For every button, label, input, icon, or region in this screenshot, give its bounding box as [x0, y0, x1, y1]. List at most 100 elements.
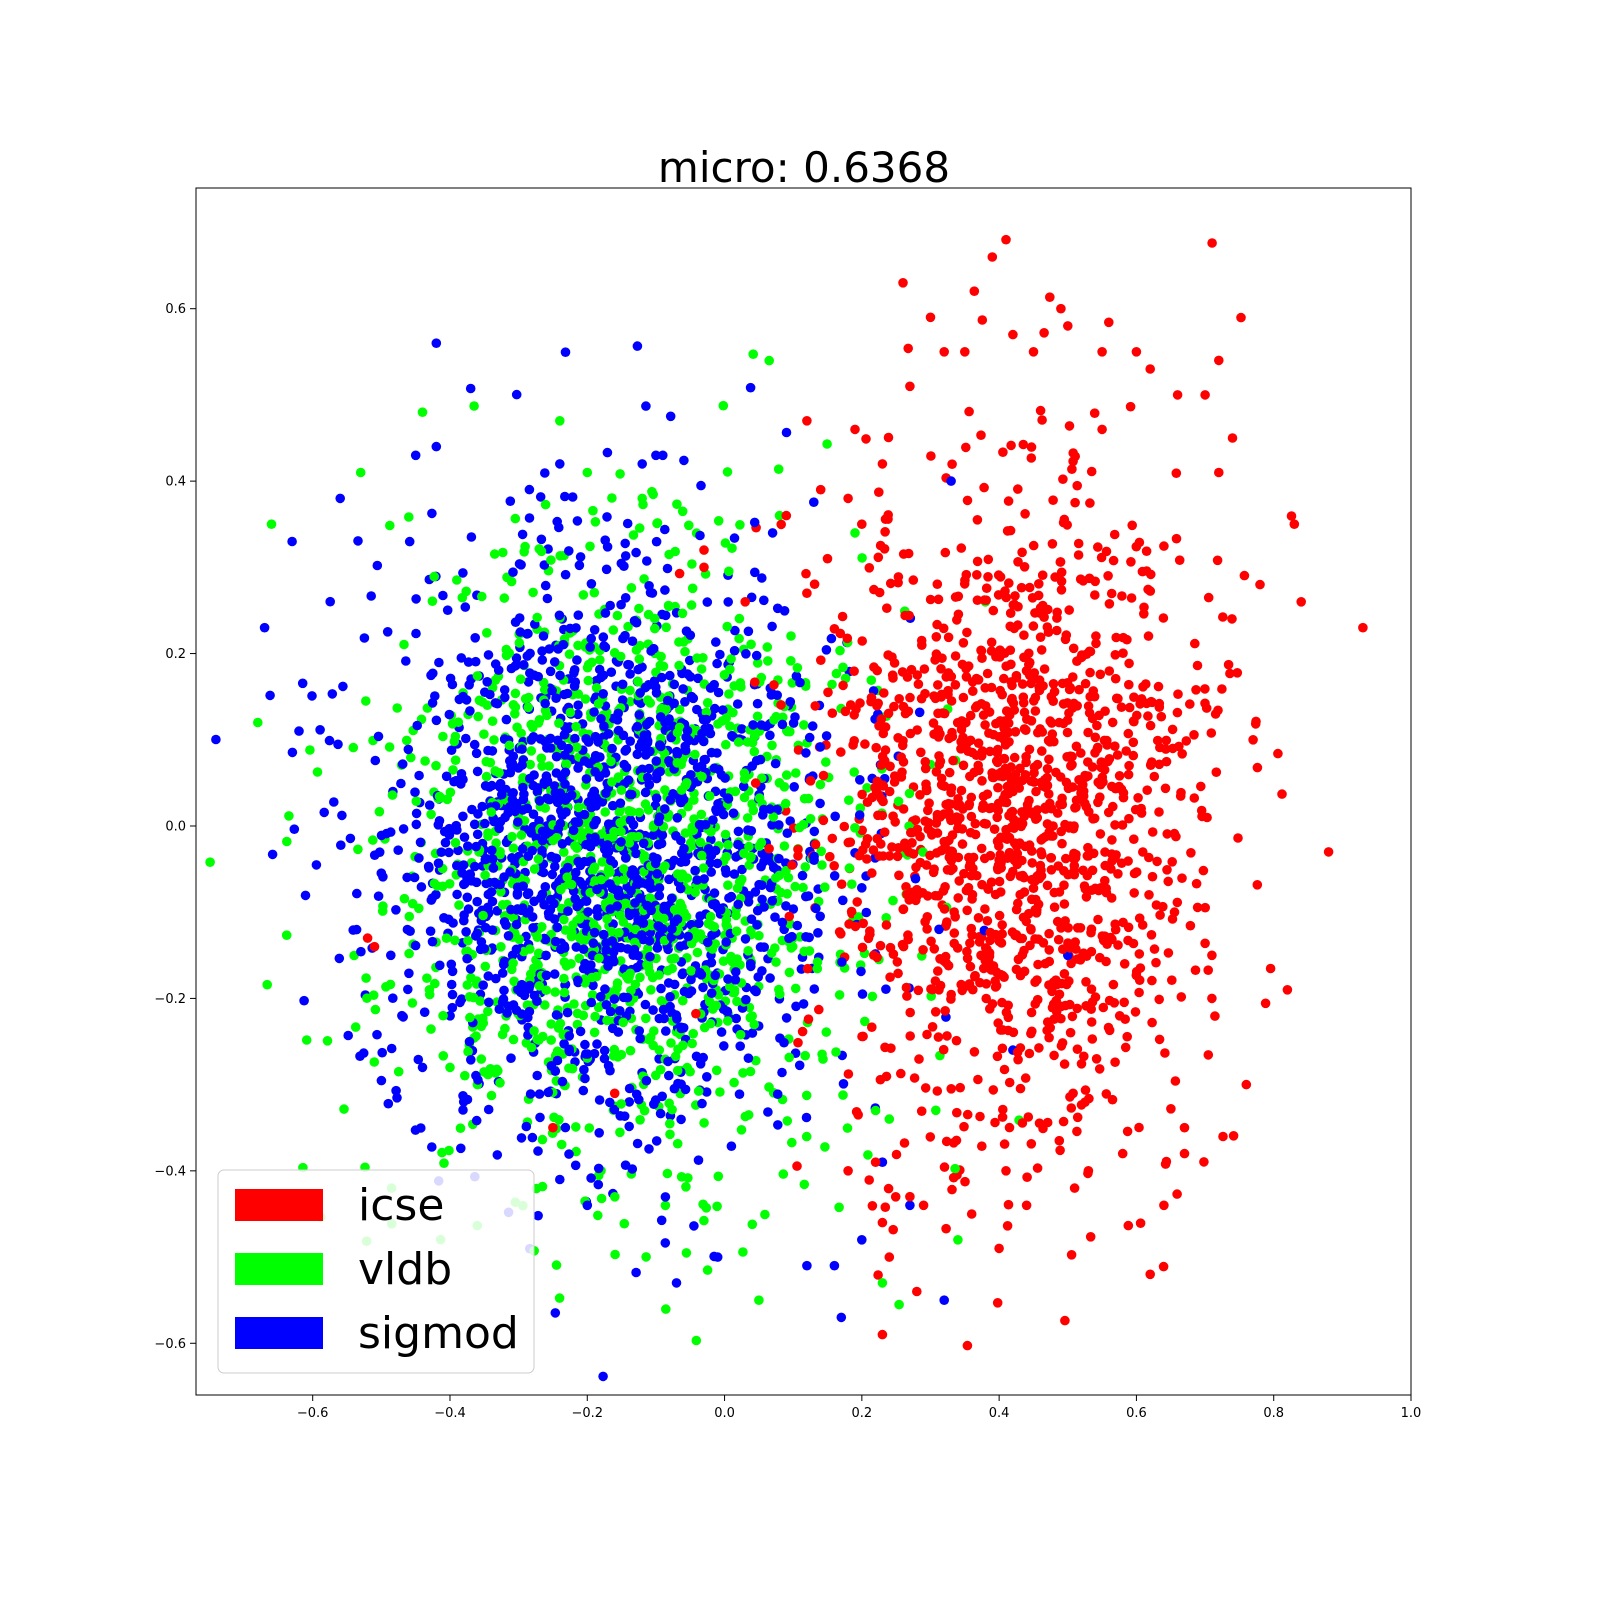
point-sigmod	[265, 690, 275, 701]
point-vldb	[618, 1017, 628, 1028]
point-icse	[1069, 1183, 1080, 1193]
point-vldb	[411, 796, 422, 806]
point-sigmod	[644, 779, 655, 790]
point-icse	[1044, 1032, 1054, 1043]
point-icse	[1024, 582, 1035, 593]
point-sigmod	[391, 1085, 401, 1096]
point-vldb	[786, 631, 796, 641]
point-icse	[1049, 902, 1060, 912]
point-sigmod	[512, 882, 523, 892]
point-icse	[1282, 985, 1293, 995]
point-icse	[843, 1069, 854, 1079]
point-icse	[898, 736, 908, 746]
point-sigmod	[547, 869, 558, 880]
point-vldb	[707, 944, 718, 954]
point-vldb	[368, 990, 379, 1000]
point-vldb	[353, 844, 363, 855]
point-sigmod	[662, 695, 673, 706]
point-sigmod	[471, 1070, 481, 1081]
point-icse	[1020, 770, 1031, 780]
point-vldb	[693, 1086, 704, 1096]
point-icse	[862, 854, 872, 864]
point-vldb	[669, 953, 680, 964]
point-vldb	[625, 1045, 636, 1056]
point-vldb	[489, 735, 499, 745]
point-icse	[1145, 1269, 1155, 1280]
point-icse	[1117, 820, 1128, 830]
point-vldb	[528, 587, 538, 598]
point-icse	[930, 1007, 941, 1017]
point-icse	[1210, 1011, 1220, 1021]
point-icse	[1207, 993, 1217, 1004]
point-icse	[1171, 533, 1182, 544]
legend-swatch-vldb	[235, 1253, 323, 1285]
point-sigmod	[528, 809, 539, 819]
point-sigmod	[446, 979, 457, 990]
point-icse	[1083, 851, 1094, 861]
point-icse	[827, 708, 838, 718]
point-sigmod	[414, 853, 424, 863]
point-sigmod	[838, 1079, 849, 1089]
point-sigmod	[532, 1070, 542, 1081]
point-icse	[988, 772, 999, 783]
point-sigmod	[533, 1210, 543, 1221]
point-sigmod	[664, 1070, 674, 1081]
point-icse	[1172, 897, 1183, 908]
point-icse	[1058, 1116, 1069, 1127]
point-sigmod	[444, 847, 454, 858]
point-icse	[1161, 735, 1172, 746]
point-sigmod	[712, 748, 722, 758]
point-icse	[1054, 1135, 1065, 1146]
point-vldb	[645, 893, 655, 903]
point-sigmod	[699, 874, 709, 884]
point-sigmod	[743, 626, 754, 637]
point-vldb	[532, 932, 543, 942]
point-icse	[893, 577, 903, 588]
point-sigmod	[551, 768, 562, 778]
point-sigmod	[575, 552, 586, 562]
point-icse	[940, 1006, 950, 1016]
point-icse	[981, 993, 991, 1004]
point-vldb	[687, 559, 697, 569]
point-sigmod	[570, 733, 580, 744]
point-icse	[982, 789, 993, 799]
point-icse	[916, 747, 926, 758]
point-vldb	[614, 807, 625, 817]
point-icse	[1027, 858, 1037, 868]
point-icse	[976, 950, 986, 961]
point-icse	[980, 683, 990, 693]
point-sigmod	[431, 715, 442, 726]
point-icse	[793, 745, 804, 755]
point-icse	[995, 685, 1005, 696]
point-icse	[1056, 1001, 1067, 1012]
point-vldb	[635, 972, 645, 983]
point-sigmod	[540, 580, 551, 591]
point-vldb	[610, 1249, 620, 1260]
point-icse	[949, 928, 960, 938]
point-vldb	[559, 914, 569, 925]
point-sigmod	[695, 530, 705, 541]
point-sigmod	[644, 746, 654, 757]
point-icse	[996, 863, 1006, 873]
point-icse	[990, 1117, 1000, 1128]
point-sigmod	[798, 999, 809, 1009]
point-sigmod	[549, 969, 560, 979]
point-icse	[1107, 717, 1118, 728]
point-icse	[1060, 634, 1071, 645]
point-icse	[998, 797, 1009, 807]
point-sigmod	[774, 853, 784, 864]
point-icse	[901, 882, 911, 892]
point-icse	[956, 785, 967, 796]
point-icse	[980, 904, 990, 914]
point-sigmod	[706, 850, 717, 860]
point-vldb	[573, 689, 584, 699]
point-vldb	[610, 1192, 620, 1202]
point-sigmod	[627, 636, 638, 646]
point-sigmod	[745, 382, 756, 393]
point-icse	[1046, 853, 1057, 863]
point-icse	[943, 685, 953, 696]
point-vldb	[282, 836, 292, 847]
point-sigmod	[946, 476, 956, 486]
point-vldb	[734, 633, 744, 644]
point-sigmod	[410, 787, 420, 797]
